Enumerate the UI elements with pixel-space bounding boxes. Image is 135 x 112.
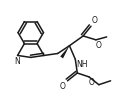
Text: O: O xyxy=(92,16,98,25)
Text: NH: NH xyxy=(76,60,88,69)
Text: O: O xyxy=(60,82,65,91)
Text: O: O xyxy=(89,78,95,87)
Polygon shape xyxy=(60,46,70,58)
Text: O: O xyxy=(96,41,102,50)
Text: N: N xyxy=(15,57,20,66)
